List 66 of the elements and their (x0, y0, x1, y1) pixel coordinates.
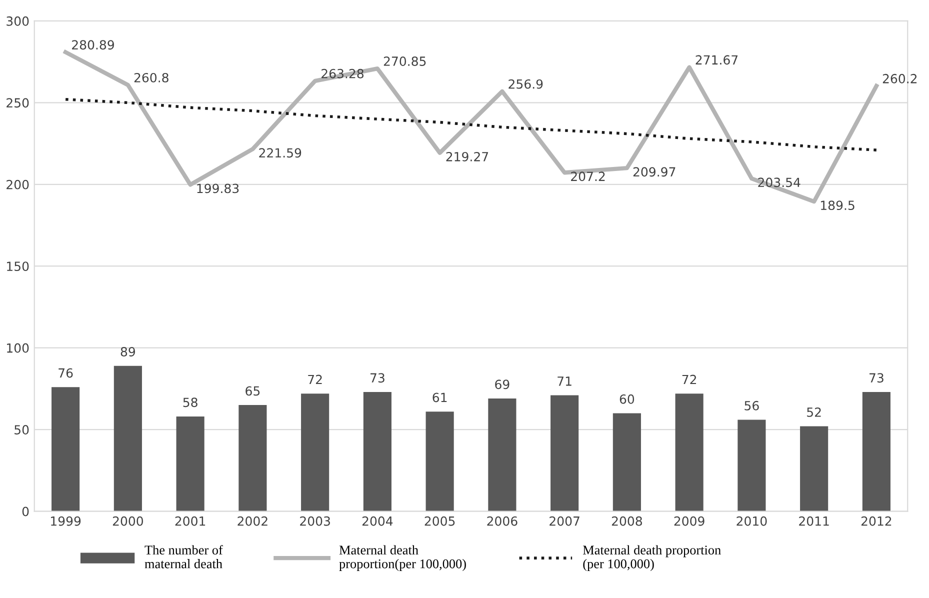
bar (426, 412, 454, 512)
y-tick-label: 200 (6, 180, 29, 190)
legend-label: The number of maternal death (144, 545, 223, 568)
x-tick-label: 2005 (424, 516, 455, 526)
x-tick-label: 2008 (612, 516, 642, 526)
x-tick-label: 2011 (799, 516, 829, 526)
data-label: 263.28 (322, 68, 364, 78)
x-tick-label: 2006 (487, 516, 518, 526)
data-label: 52 (807, 407, 821, 417)
legend-label: Maternal death proportion(per 100,000) (339, 545, 466, 571)
data-label: 61 (432, 392, 447, 402)
bar (114, 366, 142, 512)
bar (675, 394, 704, 512)
legend-label: Maternal death proportion (per 100,000) (583, 545, 721, 571)
data-label: 260.8 (134, 72, 168, 82)
data-label: 271.67 (696, 55, 738, 65)
data-label: 221.59 (259, 148, 302, 158)
bar (612, 413, 641, 512)
data-label: 71 (558, 376, 572, 386)
bar (800, 426, 828, 512)
data-label: 199.83 (197, 184, 239, 194)
bar (363, 392, 392, 512)
x-tick-label: 2001 (175, 516, 206, 526)
y-tick-label: 300 (6, 16, 29, 26)
data-label: 60 (620, 394, 634, 404)
x-tick-label: 1999 (51, 516, 81, 526)
x-tick-label: 2007 (550, 516, 580, 526)
bar (738, 420, 766, 512)
data-label: 209.97 (633, 167, 676, 177)
bar (176, 416, 204, 512)
data-label: 69 (495, 380, 510, 390)
data-label: 89 (120, 346, 136, 356)
bar (52, 387, 80, 512)
x-tick-label: 2000 (112, 516, 144, 526)
x-tick-label: 2003 (300, 516, 330, 526)
data-label: 56 (744, 400, 759, 410)
x-tick-label: 2004 (362, 516, 393, 526)
data-label: 219.27 (446, 152, 488, 162)
bar (488, 398, 516, 512)
x-tick-label: 2002 (238, 516, 268, 526)
bar (550, 395, 579, 512)
bar (238, 405, 267, 512)
data-label: 72 (682, 374, 696, 384)
data-label: 203.54 (758, 178, 800, 188)
data-label: 260.2 (882, 74, 917, 84)
data-label: 65 (246, 386, 260, 396)
y-tick-label: 250 (6, 98, 29, 108)
x-tick-label: 2012 (861, 516, 892, 526)
data-label: 280.89 (72, 40, 114, 50)
data-label: 73 (870, 373, 884, 383)
data-label: 207.2 (571, 172, 605, 182)
y-tick-label: 50 (14, 425, 29, 434)
y-tick-label: 0 (22, 506, 29, 516)
x-tick-label: 2010 (736, 516, 767, 526)
x-tick-label: 2009 (674, 516, 704, 526)
bar (301, 394, 330, 512)
data-label: 76 (58, 368, 73, 378)
data-label: 189.5 (821, 200, 854, 210)
data-label: 256.9 (508, 79, 543, 89)
data-label: 58 (183, 398, 198, 408)
data-label: 73 (370, 373, 384, 383)
data-label: 72 (308, 374, 322, 384)
y-tick-label: 100 (7, 343, 29, 353)
y-tick-label: 150 (7, 262, 29, 272)
bar (862, 392, 890, 512)
data-label: 270.85 (384, 56, 426, 66)
